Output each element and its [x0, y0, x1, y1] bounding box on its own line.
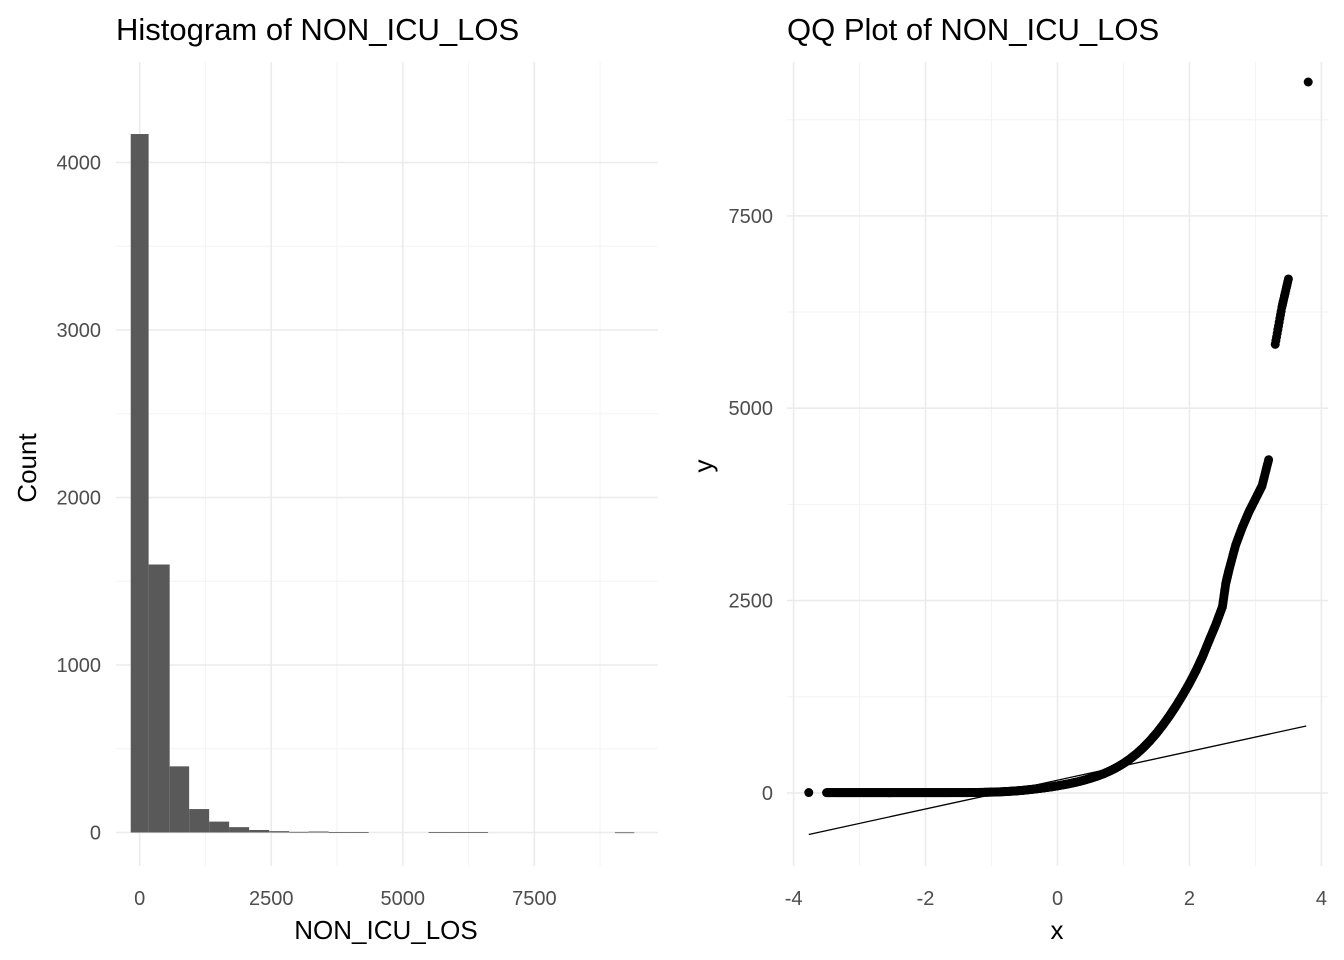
hist-y-tick-label: 0: [90, 823, 101, 845]
histogram-bar: [448, 831, 469, 833]
histogram-bar: [269, 831, 290, 833]
hist-y-tick-label: 4000: [57, 153, 102, 175]
histogram-bar: [130, 134, 149, 833]
histogram-y-axis-title: Count: [12, 433, 42, 503]
hist-y-tick-label: 2000: [57, 488, 102, 510]
qq-y-tick-label: 5000: [729, 398, 774, 420]
histogram-panel: 0 2500 5000 7500 0 1000 2000 3000 4000 Histogra…: [12, 12, 658, 945]
histogram-bar: [148, 564, 170, 833]
qq-y-tick-label: 2500: [729, 591, 774, 613]
hist-x-tick-label: 0: [134, 888, 145, 910]
histogram-title: Histogram of NON_ICU_LOS: [116, 12, 519, 47]
histogram-bar: [308, 831, 329, 833]
qq-point: [1303, 77, 1313, 87]
qq-plot-title: QQ Plot of NON_ICU_LOS: [787, 12, 1159, 47]
histogram-bars: [130, 134, 635, 834]
histogram-bar: [209, 821, 230, 833]
qq-point: [1263, 457, 1273, 467]
histogram-bar: [614, 832, 635, 834]
hist-x-tick-label: 2500: [249, 888, 294, 910]
histogram-bar: [169, 766, 190, 833]
hist-y-tick-label: 3000: [57, 320, 102, 342]
qq-points: [804, 77, 1313, 798]
hist-y-tick-label: 1000: [57, 655, 102, 677]
histogram-bar: [189, 809, 210, 833]
histogram-x-axis-title: NON_ICU_LOS: [294, 915, 478, 945]
histogram-bar: [428, 832, 449, 833]
qq-x-tick-label: 0: [1052, 888, 1063, 910]
histogram-bar: [229, 827, 250, 833]
qq-gridlines: [787, 62, 1328, 866]
hist-x-tick-label: 5000: [381, 888, 426, 910]
histogram-x-tick-labels: 0 2500 5000 7500: [134, 888, 556, 910]
histogram-bar: [289, 831, 309, 833]
qq-point: [804, 788, 814, 798]
qq-x-tick-label: -4: [785, 888, 803, 910]
qq-y-tick-label: 0: [762, 783, 773, 805]
histogram-bar: [348, 832, 369, 833]
histogram-y-tick-labels: 0 1000 2000 3000 4000: [57, 153, 102, 845]
qq-plot-panel: -4 -2 0 2 4 0 2500 5000 7500 QQ Plot of NON_ICU…: [688, 12, 1328, 945]
histogram-bar: [249, 829, 270, 833]
hist-x-tick-label: 7500: [512, 888, 557, 910]
qq-y-tick-label: 7500: [729, 206, 774, 228]
qq-point: [1283, 277, 1293, 287]
qq-x-axis-title: x: [1051, 915, 1064, 945]
qq-y-axis-title: y: [688, 460, 718, 473]
histogram-bar: [468, 832, 489, 833]
qq-x-tick-labels: -4 -2 0 2 4: [785, 888, 1327, 910]
qq-reference-line: [808, 725, 1307, 836]
qq-x-tick-label: -2: [917, 888, 935, 910]
qq-y-tick-labels: 0 2500 5000 7500: [729, 206, 774, 805]
qq-x-tick-label: 2: [1184, 888, 1195, 910]
qq-x-tick-label: 4: [1316, 888, 1327, 910]
histogram-bar: [328, 831, 349, 833]
histogram-gridlines: [116, 62, 658, 866]
